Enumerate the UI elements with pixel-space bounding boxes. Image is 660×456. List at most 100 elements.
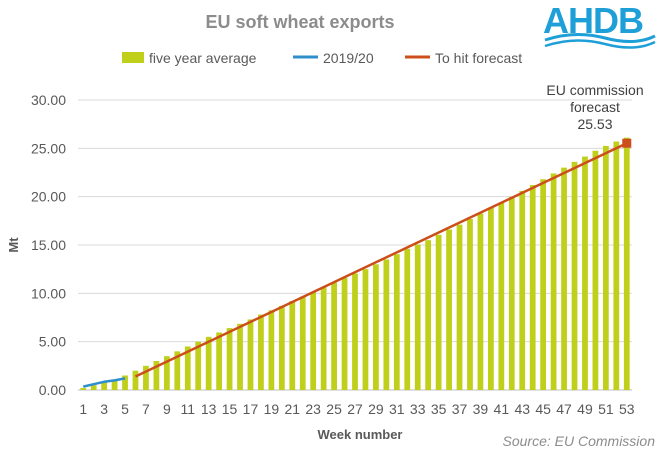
x-tick-label: 37 (452, 401, 468, 417)
bar-week-16 (237, 323, 243, 390)
x-tick-label: 31 (389, 401, 405, 417)
x-tick-label: 33 (410, 401, 426, 417)
bar-week-36 (446, 229, 452, 390)
bar-week-13 (205, 336, 212, 390)
x-tick-label: 49 (577, 401, 593, 417)
bar-week-46 (550, 173, 557, 390)
bar-week-9 (163, 356, 170, 390)
x-tick-label: 5 (121, 401, 129, 417)
bar-week-32 (404, 248, 411, 390)
bar-week-42 (508, 196, 515, 390)
bar-week-23 (310, 292, 317, 390)
chart-title: EU soft wheat exports (205, 12, 394, 32)
annotation-line-1: EU commission (546, 82, 643, 98)
y-tick-label: 0.00 (39, 382, 66, 398)
bar-week-19 (268, 310, 275, 390)
bar-week-15 (226, 328, 233, 390)
bar-week-25 (331, 282, 337, 390)
bar-week-40 (488, 207, 494, 390)
bar-week-22 (299, 296, 306, 390)
bar-week-5 (122, 375, 128, 390)
x-tick-label: 21 (284, 401, 300, 417)
legend-label-to-hit-forecast: To hit forecast (435, 50, 522, 66)
annotation-line-3: 25.53 (577, 116, 612, 132)
bar-week-28 (362, 269, 369, 390)
x-tick-label: 35 (431, 401, 447, 417)
bar-week-47 (561, 167, 567, 390)
bar-week-3 (101, 382, 108, 390)
y-tick-labels: 0.00 5.00 10.00 15.00 20.00 25.00 30.00 (31, 92, 66, 398)
y-tick-label: 30.00 (31, 92, 66, 108)
x-tick-label: 15 (222, 401, 238, 417)
x-tick-label: 25 (326, 401, 342, 417)
y-axis-title: Mt (6, 237, 21, 253)
x-tick-label: 17 (243, 401, 259, 417)
line-series (82, 138, 632, 388)
bar-week-35 (435, 234, 442, 390)
bar-week-8 (153, 361, 160, 390)
line-2019-20 (82, 377, 126, 388)
logo-wave-2 (544, 39, 656, 49)
forecast-annotation: EU commission forecast 25.53 (546, 82, 643, 132)
bar-week-29 (373, 264, 379, 390)
bar-week-43 (519, 190, 526, 390)
bar-week-51 (602, 145, 609, 390)
x-tick-label: 1 (79, 401, 87, 417)
y-tick-label: 10.00 (31, 285, 66, 301)
source-note: Source: EU Commission (503, 433, 656, 449)
line-to-hit-forecast (134, 142, 628, 378)
legend-swatch-five-year-average (122, 52, 144, 63)
legend-label-2019-20: 2019/20 (323, 50, 374, 66)
bar-week-21 (289, 301, 296, 390)
legend: five year average 2019/20 To hit forecas… (122, 50, 522, 66)
bar-week-38 (467, 218, 473, 390)
x-tick-label: 53 (619, 401, 635, 417)
bar-week-45 (540, 179, 547, 390)
bar-week-11 (184, 346, 191, 390)
bar-week-30 (383, 259, 390, 390)
bar-week-48 (571, 161, 578, 390)
bar-week-52 (613, 141, 620, 390)
x-tick-label: 45 (535, 401, 551, 417)
bar-week-33 (414, 244, 421, 390)
legend-label-five-year-average: five year average (149, 50, 257, 66)
bar-week-7 (143, 365, 149, 390)
bar-week-50 (592, 150, 599, 390)
x-tick-label: 47 (556, 401, 572, 417)
bar-week-14 (216, 332, 222, 390)
x-tick-label: 13 (201, 401, 217, 417)
bar-week-10 (174, 351, 181, 390)
x-tick-label: 39 (473, 401, 489, 417)
bar-week-2 (90, 385, 97, 390)
x-tick-label: 3 (100, 401, 108, 417)
bar-week-49 (582, 156, 588, 390)
x-tick-label: 43 (514, 401, 530, 417)
bar-week-6 (132, 370, 139, 390)
ahdb-logo: AHDB (543, 0, 656, 49)
bar-week-53 (623, 137, 630, 390)
y-tick-label: 20.00 (31, 189, 66, 205)
x-tick-label: 19 (264, 401, 280, 417)
bar-week-39 (477, 213, 484, 390)
bar-week-17 (247, 319, 254, 390)
forecast-marker (622, 138, 632, 148)
y-tick-label: 15.00 (31, 237, 66, 253)
annotation-line-2: forecast (570, 99, 620, 115)
bar-week-27 (352, 273, 358, 390)
bar-week-24 (320, 287, 327, 390)
x-tick-label: 27 (347, 401, 363, 417)
logo-wave-1 (544, 33, 656, 43)
bar-week-20 (278, 305, 285, 390)
x-tick-label: 51 (598, 401, 614, 417)
x-tick-label: 23 (305, 401, 321, 417)
bar-week-18 (258, 314, 264, 390)
bar-week-4 (111, 379, 118, 390)
x-tick-label: 9 (163, 401, 171, 417)
x-tick-labels: 1 3 5 7 9 11 13 15 17 19 21 23 25 27 29 31 33 35 37 39 41 43 4… (79, 401, 634, 417)
bar-week-41 (498, 202, 505, 390)
bar-week-26 (341, 277, 348, 390)
bar-week-34 (425, 240, 432, 390)
bar-series-five-year-average (80, 137, 630, 390)
bar-week-12 (195, 341, 202, 390)
bar-week-1 (80, 388, 87, 390)
